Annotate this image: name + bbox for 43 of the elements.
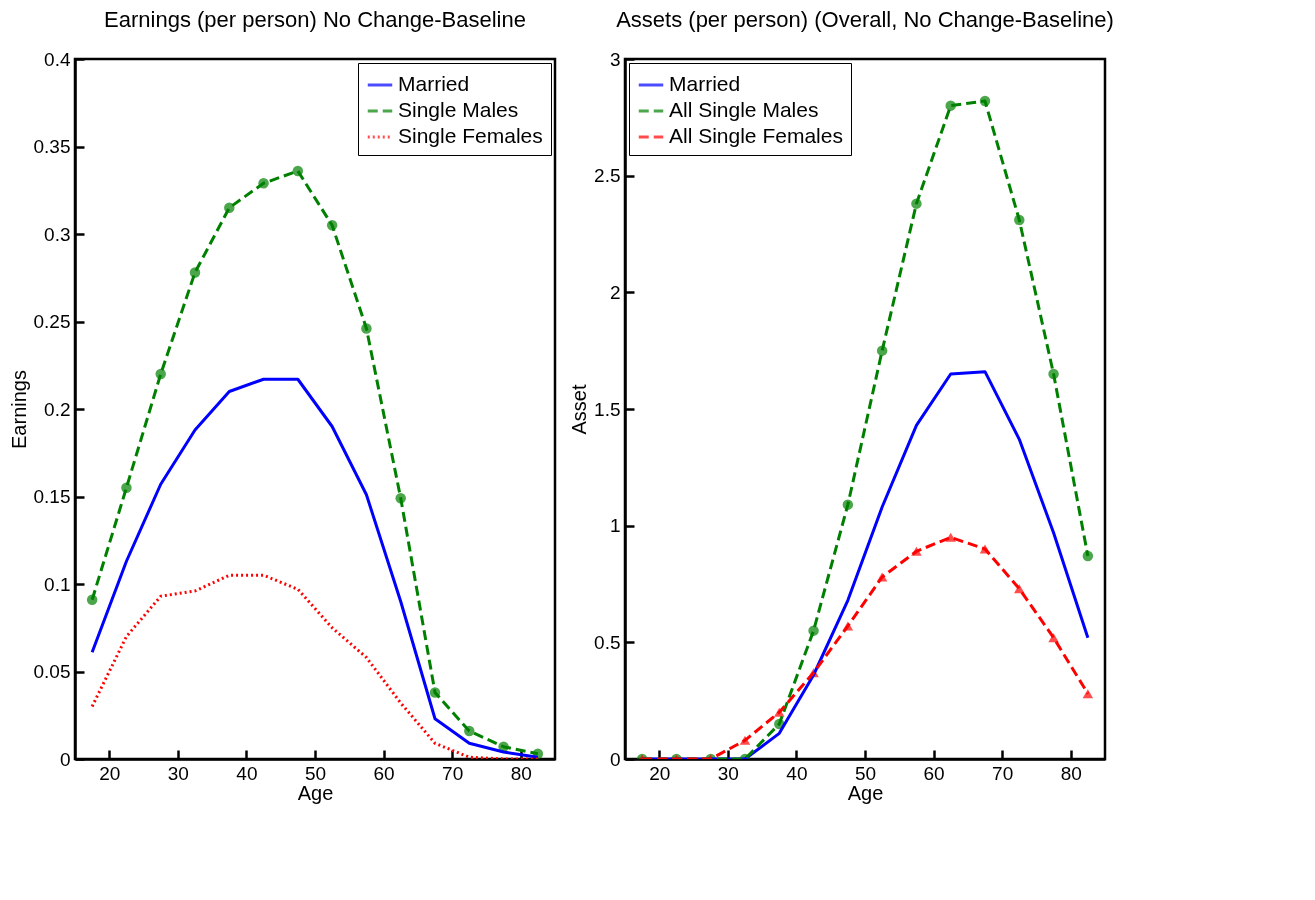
legend-label: Single Females bbox=[398, 124, 543, 147]
legend-label: Married bbox=[398, 72, 470, 95]
x-tick-label: 20 bbox=[649, 762, 671, 784]
legend-label: All Single Females bbox=[669, 124, 843, 147]
x-tick-label: 70 bbox=[442, 762, 464, 784]
y-tick-label: 0 bbox=[59, 748, 71, 770]
y-tick-label: 2.5 bbox=[594, 165, 621, 187]
y-tick-label: 0.3 bbox=[44, 223, 71, 245]
point bbox=[1082, 689, 1094, 699]
x-tick-label: 40 bbox=[786, 762, 808, 784]
y-tick-label: 0.25 bbox=[33, 311, 71, 332]
y-axis-title: Earnings bbox=[7, 370, 30, 449]
y-tick-label: 0.4 bbox=[44, 48, 71, 70]
y-tick-label: 0 bbox=[609, 748, 621, 770]
y-tick-label: 0.05 bbox=[33, 661, 71, 682]
y-tick-label: 0.1 bbox=[44, 573, 71, 595]
y-axis-title: Asset bbox=[568, 384, 591, 435]
x-tick-label: 60 bbox=[373, 762, 395, 784]
x-tick-label: 40 bbox=[236, 762, 258, 784]
x-tick-label: 50 bbox=[854, 762, 877, 784]
x-tick-label: 30 bbox=[167, 762, 189, 784]
legend-label: All Single Males bbox=[669, 98, 819, 121]
y-tick-label: 0.35 bbox=[33, 136, 71, 157]
x-tick-label: 80 bbox=[510, 762, 532, 784]
y-tick-label: 1.5 bbox=[594, 398, 621, 420]
legend-label: Single Males bbox=[398, 98, 519, 121]
x-tick-label: 30 bbox=[717, 762, 739, 784]
y-tick-label: 3 bbox=[609, 48, 621, 70]
x-tick-label: 70 bbox=[992, 762, 1014, 784]
y-tick-label: 0.5 bbox=[594, 631, 621, 653]
x-tick-label: 20 bbox=[99, 762, 121, 784]
chart-title: Assets (per person) (Overall, No Change-Baseline) bbox=[616, 7, 1114, 32]
x-tick-label: 50 bbox=[304, 762, 327, 784]
legend-label: Married bbox=[669, 72, 741, 95]
x-axis-title: Age bbox=[297, 781, 334, 804]
y-tick-label: 0.2 bbox=[44, 398, 71, 420]
y-tick-label: 0.15 bbox=[33, 486, 71, 507]
y-tick-label: 2 bbox=[609, 281, 621, 303]
y-tick-label: 1 bbox=[609, 515, 621, 537]
chart-title: Earnings (per person) No Change-Baseline bbox=[104, 7, 526, 32]
x-tick-label: 60 bbox=[923, 762, 945, 784]
x-axis-title: Age bbox=[847, 781, 884, 804]
x-tick-label: 80 bbox=[1060, 762, 1082, 784]
